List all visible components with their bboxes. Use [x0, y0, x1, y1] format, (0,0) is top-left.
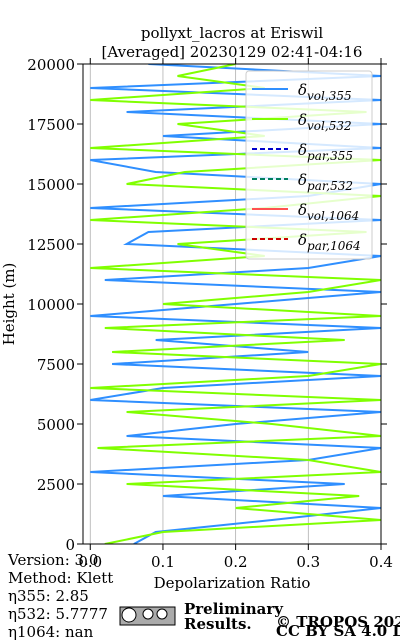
- info-text: η532: 5.7777: [8, 605, 108, 623]
- y-tick-label: 10000: [27, 296, 75, 314]
- legend-subscript: vol,355: [307, 89, 352, 103]
- x-axis-label: Depolarization Ratio: [154, 574, 311, 592]
- legend-symbol: δ: [298, 231, 307, 249]
- legend-label: δpar,355: [298, 141, 353, 163]
- legend-subscript: par,532: [307, 179, 353, 193]
- legend-label: δpar,532: [298, 171, 353, 193]
- y-tick-label: 12500: [27, 236, 75, 254]
- x-tick-label: 0.2: [224, 553, 248, 571]
- profile-line: [90, 64, 381, 544]
- info-text: Method: Klett: [8, 569, 113, 587]
- y-tick-label: 15000: [27, 176, 75, 194]
- info-text: Version: 3.0: [7, 551, 98, 569]
- legend-subscript: vol,532: [307, 119, 352, 133]
- x-tick-label: 0.4: [369, 553, 393, 571]
- legend-label: δvol,355: [298, 81, 352, 103]
- chart-title: [Averaged] 20230129 02:41-04:16: [102, 43, 363, 61]
- legend-label: δpar,1064: [298, 231, 361, 253]
- logo-text: Preliminary: [184, 600, 284, 618]
- legend-symbol: δ: [298, 171, 307, 189]
- y-tick-label: 0: [65, 536, 75, 554]
- plot-frame: [82, 63, 382, 545]
- info-text: η355: 2.85: [8, 587, 89, 605]
- y-tick-label: 7500: [37, 356, 75, 374]
- y-axis-label: Height (m): [0, 263, 18, 346]
- legend-symbol: δ: [298, 141, 307, 159]
- legend-label: δvol,532: [298, 111, 352, 133]
- legend-subscript: par,355: [307, 149, 353, 163]
- x-tick-label: 0.0: [78, 553, 102, 571]
- legend-label: δvol,1064: [298, 201, 359, 223]
- y-tick-label: 17500: [27, 116, 75, 134]
- license-text: © TROPOS 2023.: [276, 613, 400, 631]
- info-text: η1064: nan: [8, 623, 94, 640]
- legend-symbol: δ: [298, 81, 307, 99]
- y-tick-label: 2500: [37, 476, 75, 494]
- legend-symbol: δ: [298, 201, 307, 219]
- logo-text: Results.: [184, 615, 252, 633]
- x-tick-label: 0.3: [296, 553, 320, 571]
- chart-title: pollyxt_lacros at Eriswil: [141, 24, 323, 42]
- x-tick-label: 0.1: [151, 553, 175, 571]
- license-text: CC BY SA 4.0 License.: [276, 622, 400, 640]
- y-tick-label: 5000: [37, 416, 75, 434]
- cc-icon: [156, 608, 168, 620]
- y-tick-label: 20000: [27, 56, 75, 74]
- legend-subscript: vol,1064: [307, 209, 359, 223]
- cc-icon: [121, 607, 137, 623]
- cc-icon: [142, 608, 154, 620]
- legend-symbol: δ: [298, 111, 307, 129]
- legend-subscript: par,1064: [307, 239, 361, 253]
